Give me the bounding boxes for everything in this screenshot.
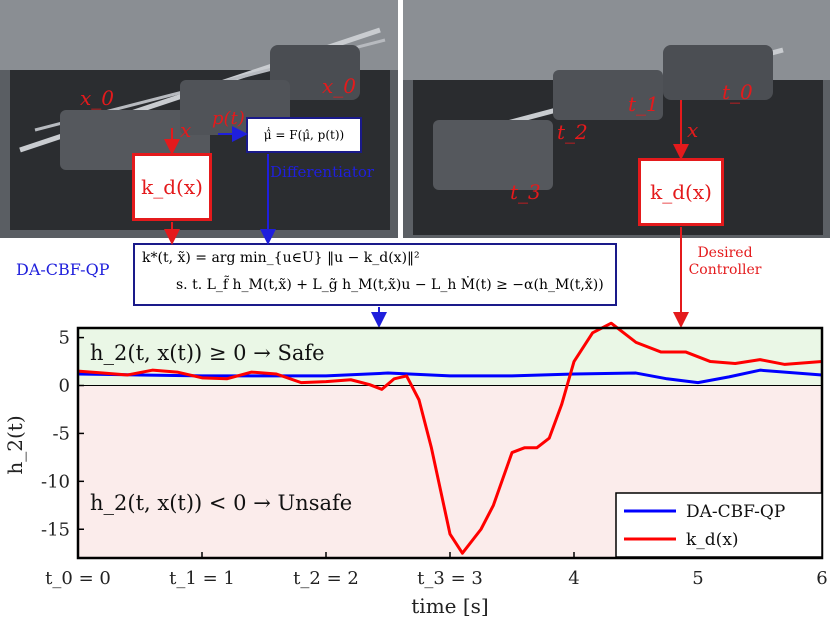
qp-objective: k*(t, x̃) = arg min_{u∈U} ‖u − k_d(x)‖² — [142, 250, 420, 266]
series-layer — [77, 321, 823, 555]
legend-label-da-cbf-qp: DA-CBF-QP — [686, 502, 785, 522]
series-line-kd — [77, 321, 823, 555]
kd-right-text: k_d(x) — [650, 180, 712, 204]
legend: DA-CBF-QP k_d(x) — [615, 492, 823, 558]
tick-layer: 5 0 -5 -10 -15 t_0 = 0 t_1 = 1 t_2 = 2 t_3 = 3 4 5… — [41, 328, 828, 589]
kd-left-text: k_d(x) — [141, 175, 203, 199]
differentiator-label: Differentiator — [270, 163, 375, 181]
qp-label: DA-CBF-QP — [16, 260, 110, 279]
desired-line-1: Desired — [697, 245, 753, 261]
x-tick-label: 4 — [568, 568, 579, 589]
legend-box — [615, 492, 823, 558]
annotation-unsafe: h_2(t, x(t)) < 0 → Unsafe — [90, 491, 352, 515]
label-t0-right: t_0 — [722, 80, 753, 104]
kd-box-right: k_d(x) — [638, 158, 724, 226]
photo-right — [403, 0, 830, 238]
x-tick-label: t_2 = 2 — [293, 568, 359, 589]
y-tick-label: 0 — [59, 376, 70, 397]
y-axis-label: h_2(t) — [3, 415, 27, 474]
desired-line-2: Controller — [688, 262, 762, 278]
label-t2-right: t_2 — [557, 120, 588, 144]
label-x-left: x — [180, 118, 192, 142]
label-t3-right: t_3 — [510, 180, 541, 204]
qp-box — [133, 243, 617, 306]
x-tick-label: t_3 = 3 — [417, 568, 483, 589]
y-tick-label: -5 — [52, 423, 70, 444]
qp-constraint: s. t. L_f̃ h_M(t,x̃) + L_g̃ h_M(t,x̃)u −… — [176, 277, 604, 293]
label-x-right: x — [687, 118, 699, 142]
x-tick-label: t_0 = 0 — [45, 568, 111, 589]
photo-right-scene — [403, 0, 830, 238]
x-axis-label: time [s] — [411, 594, 488, 618]
y-tick-label: -10 — [41, 471, 70, 492]
label-x0-left-b: x_0 — [322, 74, 357, 98]
differentiator-equation: μ̂̇ = F(μ̂, p(t)) — [263, 128, 345, 142]
differentiator-box: μ̂̇ = F(μ̂, p(t)) — [246, 117, 362, 153]
legend-label-kd: k_d(x) — [686, 530, 739, 550]
y-tick-label: 5 — [59, 328, 70, 349]
label-t1-right: t_1 — [628, 92, 659, 116]
y-tick-label: -15 — [41, 519, 70, 540]
label-p-left: p(t) — [212, 108, 245, 129]
label-x0-left-a: x_0 — [80, 86, 115, 110]
x-tick-label: 6 — [816, 568, 827, 589]
x-tick-label: 5 — [692, 568, 703, 589]
desired-controller-label: Desired Controller — [665, 245, 785, 279]
x-tick-label: t_1 = 1 — [169, 568, 235, 589]
series-line-da-cbf-qp — [77, 368, 823, 385]
annotation-safe: h_2(t, x(t)) ≥ 0 → Safe — [90, 341, 325, 365]
